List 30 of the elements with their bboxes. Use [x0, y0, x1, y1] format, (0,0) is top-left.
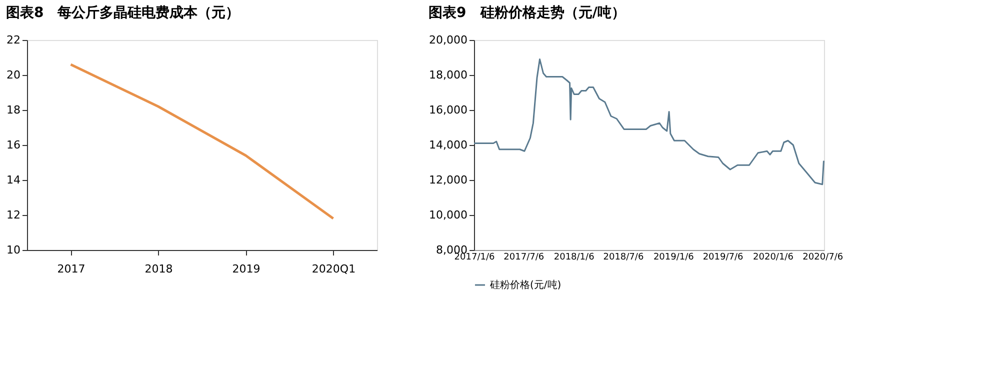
x-tick-label: 2019/1/6 [653, 252, 694, 262]
y-tick-label: 14 [6, 174, 20, 186]
x-tick-label: 2018/7/6 [603, 252, 644, 262]
legend-label: 硅粉价格(元/吨) [489, 279, 562, 291]
y-tick-label: 12,000 [429, 174, 468, 186]
chart-title: 图表8 每公斤多晶硅电费成本（元） [6, 4, 240, 21]
x-tick-label: 2018/1/6 [554, 252, 595, 262]
y-tick-label: 16 [6, 138, 20, 152]
line-series [473, 58, 824, 186]
y-tick-label: 12 [6, 208, 20, 222]
y-tick-label: 20,000 [429, 34, 468, 46]
y-tick-label: 10 [6, 244, 20, 256]
x-tick-label: 2020Q1 [312, 262, 356, 276]
y-tick-label: 14,000 [429, 138, 468, 152]
x-tick-label: 2019/7/6 [702, 252, 744, 262]
line-series [70, 63, 334, 220]
y-tick-label: 18,000 [429, 68, 468, 82]
x-tick-label: 2019 [232, 262, 260, 276]
x-tick-label: 2017/7/6 [504, 252, 544, 262]
x-tick-label: 2018 [144, 262, 173, 276]
y-tick-label: 20 [6, 68, 20, 82]
chart-title: 图表9 硅粉价格走势（元/吨） [428, 5, 626, 21]
x-tick-label: 2017 [57, 262, 86, 276]
y-tick-label: 18 [6, 104, 20, 116]
y-tick-label: 16,000 [429, 104, 468, 116]
x-tick-label: 2020/1/6 [753, 252, 794, 262]
y-tick-label: 22 [6, 34, 20, 46]
x-tick-label: 2020/7/6 [802, 252, 844, 262]
x-tick-label: 2017/1/6 [454, 252, 495, 262]
y-tick-label: 10,000 [429, 208, 468, 222]
